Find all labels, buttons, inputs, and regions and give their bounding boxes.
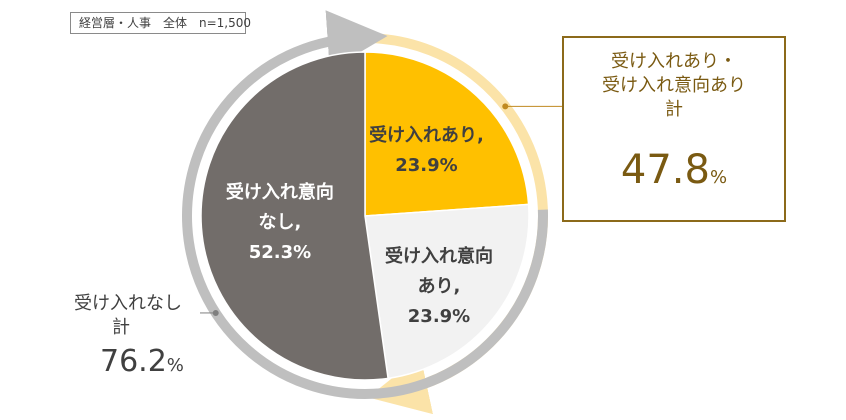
callout-value: 47.8%: [564, 148, 784, 200]
summary-label-line: 計: [112, 317, 130, 338]
leader-dot-not-accepted: [212, 309, 219, 316]
callout-label-line: 受け入れあり・: [611, 51, 737, 72]
pie-slice: [364, 203, 530, 380]
slice-category-label: 受け入れあり,: [369, 124, 484, 146]
slice-value-label: 23.9%: [395, 155, 457, 176]
sample-note: 経営層・人事 全体 n=1,500: [70, 12, 251, 34]
group-arc-not-accepted: [182, 10, 548, 399]
callout-label-line: 計: [665, 99, 683, 120]
callout-label-line: 受け入れ意向あり: [602, 75, 746, 96]
pie-slice: [200, 51, 389, 381]
group-callout-accepted: 受け入れあり・ 受け入れ意向あり 計 47.8%: [562, 36, 786, 222]
slice-category-label: あり,: [418, 276, 461, 297]
callout-value-unit: %: [709, 167, 728, 188]
slice-value-label: 52.3%: [249, 242, 311, 263]
pie-slice: [364, 51, 530, 217]
summary-value: 76.2%: [74, 344, 244, 384]
summary-label-line: 受け入れなし: [74, 293, 182, 314]
group-summary-not-accepted: 受け入れなし 計 76.2%: [74, 292, 244, 384]
slice-category-label: 受け入れ意向: [385, 245, 493, 267]
slice-value-label: 23.9%: [408, 306, 470, 327]
slice-category-label: 受け入れ意向: [226, 181, 334, 203]
summary-value-unit: %: [166, 355, 184, 376]
leader-dot-accepted: [502, 103, 509, 110]
slice-category-label: なし,: [259, 212, 302, 233]
summary-value-number: 76.2: [100, 344, 167, 379]
callout-value-number: 47.8: [620, 147, 710, 193]
